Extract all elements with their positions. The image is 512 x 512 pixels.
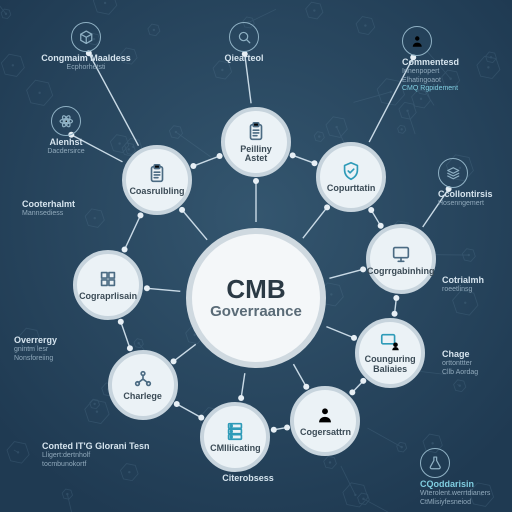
peripheral-sub: gnintm lesr — [14, 346, 48, 353]
peripheral-sub: Hosenngemert — [438, 200, 484, 207]
peripheral-sub: Mannsediess — [22, 210, 63, 217]
peripheral-7: Cotrialmhroeetlinsg — [442, 274, 512, 294]
peripheral-0: Congmaim MaaldessEcphorhetsti — [31, 22, 141, 72]
peripheral-10: Citerobsess — [193, 472, 303, 483]
peripheral-11: CQoddarisinWterolent.werrtdianers CtMlisi… — [420, 448, 512, 506]
ring-node-3: CounguringBaliaies — [355, 318, 425, 388]
clipboard-icon — [245, 121, 267, 143]
network-icon — [132, 368, 154, 390]
peripheral-title: Citerobsess — [222, 474, 274, 483]
peripheral-4: CcollontirsisHosenngemert — [438, 158, 512, 208]
center-title: CMB — [226, 276, 285, 303]
peripheral-sub: Innenpopert — [402, 68, 439, 75]
atom-icon — [51, 106, 81, 136]
peripheral-sub: Dacdersirce — [47, 148, 84, 155]
peripheral-sub: Cllb Aordag — [442, 369, 478, 376]
peripheral-1: Qiearteol — [189, 22, 299, 63]
cube-icon — [71, 22, 101, 52]
servers-icon — [224, 420, 246, 442]
flask-icon — [420, 448, 450, 478]
peripheral-title: Qiearteol — [224, 54, 263, 63]
clipboard-icon — [146, 163, 168, 185]
peripheral-sub: Nonsforeiing — [14, 355, 53, 362]
ring-node-8: Coasrulbling — [122, 145, 192, 215]
peripheral-8: Chageorttonttter Cllb Aordag — [442, 348, 512, 376]
shield-check-icon — [340, 160, 362, 182]
ring-node-label2: Baliaies — [373, 365, 407, 374]
peripheral-title: Cotrialmh — [442, 276, 484, 285]
peripheral-title: Conted IT'G Glorani Tesn — [42, 442, 149, 451]
ring-node-6: Charlege — [108, 350, 178, 420]
person-icon — [314, 404, 336, 426]
peripheral-6: Overrergygnintm lesr Nonsforeiing — [14, 334, 124, 362]
boxes-icon — [97, 268, 119, 290]
peripheral-sub: Ecphorhetsti — [67, 64, 106, 71]
monitor-icon — [390, 243, 412, 265]
ring-node-5: CMlliicating — [200, 402, 270, 472]
ring-node-label: CMlliicating — [210, 444, 261, 453]
peripheral-title: Commentesd — [402, 58, 459, 67]
ring-node-2: Cogrrgabinhing — [366, 224, 436, 294]
peripheral-title: Ccollontirsis — [438, 190, 493, 199]
peripheral-sub: Elhatingoaot — [402, 77, 441, 84]
ring-node-label: Cograprlisain — [79, 292, 137, 301]
peripheral-sub: orttonttter — [442, 360, 472, 367]
peripheral-9: Conted IT'G Glorani TesnLligert:dertnhol… — [42, 440, 152, 468]
peripheral-title: Alenhst — [49, 138, 82, 147]
search-icon — [229, 22, 259, 52]
peripheral-title: CQoddarisin — [420, 480, 474, 489]
peripheral-sub: roeetlinsg — [442, 286, 472, 293]
ring-node-label: Cogrrgabinhing — [367, 267, 435, 276]
peripheral-title: Congmaim Maaldess — [41, 54, 131, 63]
peripheral-sub: Lligert:dertnholf — [42, 452, 90, 459]
peripheral-3: AlenhstDacdersirce — [11, 106, 121, 156]
center-node: CMB Goverraance — [186, 228, 326, 368]
center-subtitle: Goverraance — [210, 304, 302, 320]
ring-node-1: Copurttatin — [316, 142, 386, 212]
peripheral-sub: Wterolent.werrtdianers — [420, 490, 490, 497]
ring-node-label: Cogersattrn — [300, 428, 351, 437]
peripheral-title: Cooterhalmt — [22, 200, 75, 209]
peripheral-sub: tocmbunokortf — [42, 461, 86, 468]
ring-node-label: Charlege — [123, 392, 162, 401]
ring-node-label2: Astet — [245, 154, 268, 163]
peripheral-title: Chage — [442, 350, 470, 359]
ring-node-4: Cogersattrn — [290, 386, 360, 456]
person-monitor-icon — [379, 331, 401, 353]
peripheral-title: Overrergy — [14, 336, 57, 345]
ring-node-label: Copurttatin — [327, 184, 376, 193]
ring-node-label: Coasrulbling — [129, 187, 184, 196]
ring-node-0: PeillinyAstet — [221, 107, 291, 177]
peripheral-sub: CMQ Rgpidement — [402, 85, 458, 92]
peripheral-2: CommentesdInnenpopert ElhatingoaotCMQ Rgp… — [402, 26, 512, 92]
person-icon — [402, 26, 432, 56]
peripheral-5: CooterhalmtMannsediess — [22, 198, 132, 218]
ring-node-7: Cograprlisain — [73, 250, 143, 320]
stack-icon — [438, 158, 468, 188]
peripheral-sub: CtMlisiyfesneiod — [420, 499, 471, 506]
